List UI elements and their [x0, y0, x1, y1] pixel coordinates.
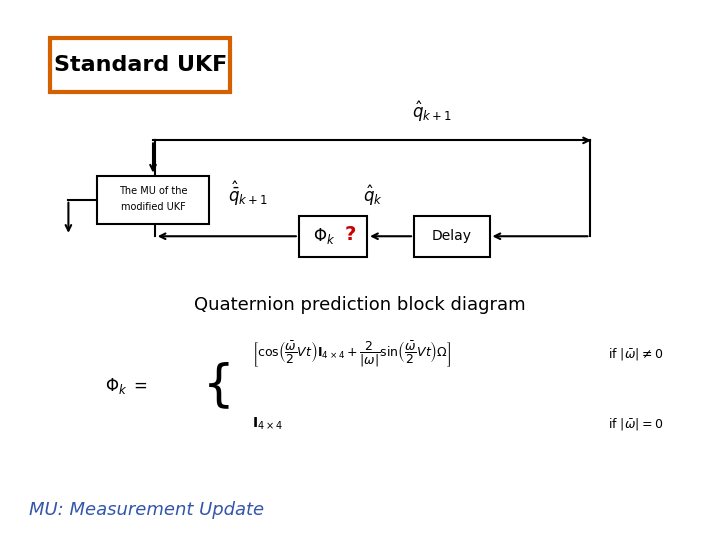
Text: $\{$: $\{$ [202, 361, 230, 411]
Text: $\left[\cos\!\left(\dfrac{\bar{\omega}}{2}Vt\right)\mathbf{I}_{4\times4}+\dfrac{: $\left[\cos\!\left(\dfrac{\bar{\omega}}{… [252, 339, 451, 369]
Text: $\hat{\bar{q}}_{k+1}$: $\hat{\bar{q}}_{k+1}$ [228, 180, 269, 208]
Text: $\hat{q}_{k+1}$: $\hat{q}_{k+1}$ [412, 99, 452, 124]
Text: MU: Measurement Update: MU: Measurement Update [29, 501, 264, 519]
FancyBboxPatch shape [299, 216, 367, 256]
Text: The MU of the: The MU of the [119, 186, 187, 195]
Text: $\hat{q}_{k}$: $\hat{q}_{k}$ [363, 183, 383, 208]
Text: Quaternion prediction block diagram: Quaternion prediction block diagram [194, 296, 526, 314]
Text: $\mathbf{I}_{4\times4}$: $\mathbf{I}_{4\times4}$ [252, 416, 283, 432]
Text: Delay: Delay [432, 230, 472, 243]
Text: if $|\bar{\omega}| = 0$: if $|\bar{\omega}| = 0$ [608, 416, 664, 432]
Text: modified UKF: modified UKF [121, 202, 185, 212]
FancyBboxPatch shape [50, 38, 230, 92]
Text: $\Phi_k$: $\Phi_k$ [313, 226, 336, 246]
FancyBboxPatch shape [97, 176, 209, 224]
Text: if $|\bar{\omega}| \neq 0$: if $|\bar{\omega}| \neq 0$ [608, 346, 664, 362]
Text: $\Phi_k\;=$: $\Phi_k\;=$ [105, 376, 147, 396]
FancyBboxPatch shape [414, 216, 490, 256]
Text: Standard UKF: Standard UKF [54, 55, 227, 75]
Text: ?: ? [344, 225, 356, 244]
